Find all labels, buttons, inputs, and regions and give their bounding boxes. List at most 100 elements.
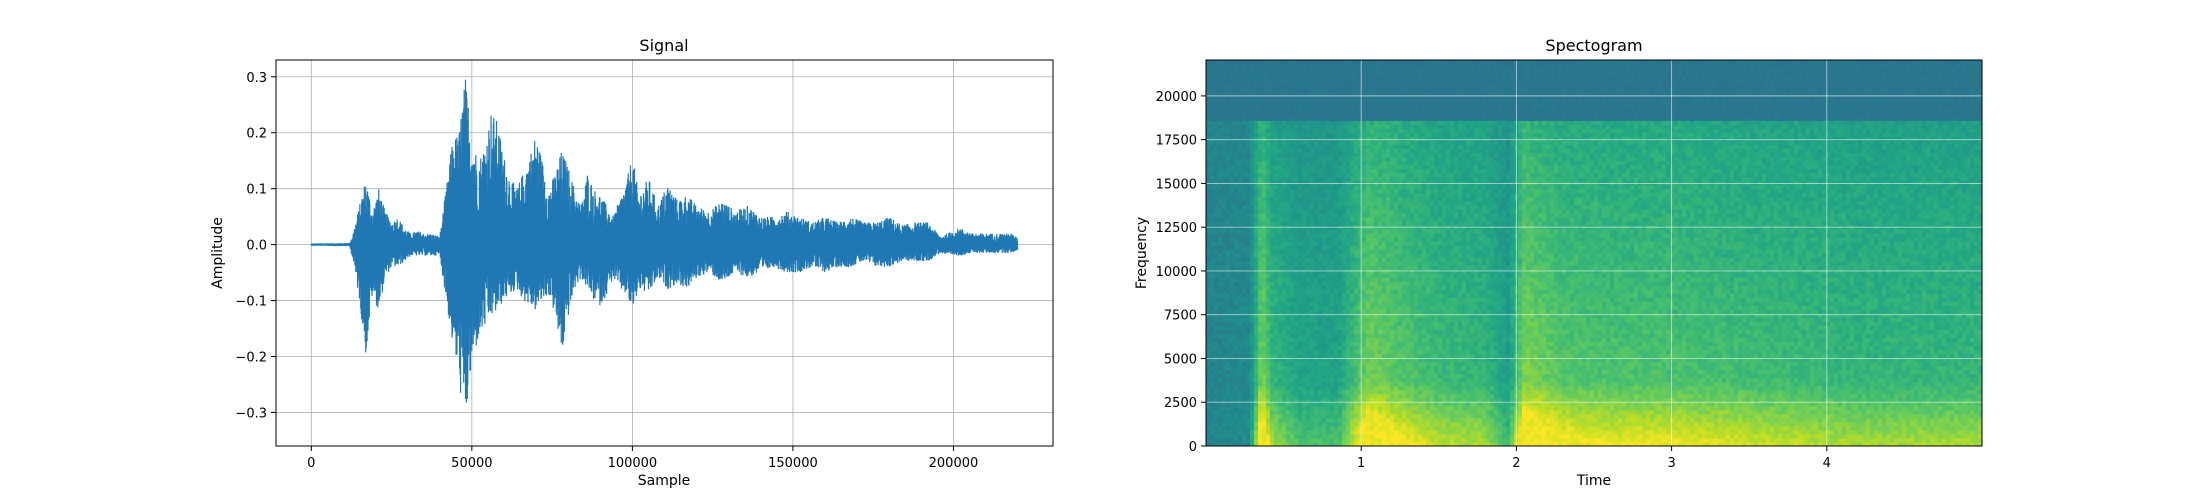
spectrogram-cell (1290, 273, 1295, 278)
spectrogram-cell (1266, 257, 1271, 262)
spectrogram-cell (1298, 321, 1303, 326)
spectrogram-cell (1222, 220, 1227, 226)
spectrogram-cell (1262, 216, 1267, 222)
spectrogram-cell (1230, 357, 1235, 363)
spectrogram-cell (1270, 116, 1275, 121)
signal-x-tick-label: 200000 (929, 456, 979, 471)
spectrogram-cell (1266, 208, 1271, 214)
spectrogram-cell (1350, 168, 1355, 174)
spectrogram-cell (1286, 289, 1291, 294)
spectrogram-cell (1314, 401, 1319, 407)
spectrogram-cell (1290, 357, 1295, 363)
spectrogram-cell (1366, 148, 1371, 154)
spectrogram-cell (1382, 160, 1387, 166)
spectrogram-cell (1374, 313, 1379, 318)
spectrogram-cell (1406, 232, 1411, 238)
spectrogram-cell (1294, 309, 1299, 314)
spectrogram-cell (1250, 413, 1255, 419)
spectrogram-cell (1374, 385, 1379, 391)
spectrogram-cell (1254, 337, 1259, 343)
spectrogram-cell (1254, 88, 1259, 93)
spectrogram-cell (1302, 329, 1307, 335)
spectrogram-cell (1226, 253, 1231, 258)
spectrogram-cell (1410, 405, 1415, 411)
spectrogram-cell (1242, 321, 1247, 326)
spectrogram-cell (1358, 357, 1363, 363)
spectrogram-cell (1314, 417, 1319, 423)
spectrogram-cell (1234, 365, 1239, 371)
spectrogram-cell (1374, 369, 1379, 375)
spectrogram-cell (1362, 389, 1367, 395)
spectrogram-cell (1218, 176, 1223, 182)
spectrogram-cell (1398, 437, 1403, 443)
signal-x-tick-label: 50000 (451, 456, 492, 471)
spectrogram-cell (1246, 273, 1251, 278)
spectrogram-cell (1318, 409, 1323, 415)
spectrogram-cell (1298, 120, 1303, 125)
spectrogram-cell (1222, 212, 1227, 218)
spectrogram-cell (1370, 124, 1375, 129)
spectrogram-cell (1330, 361, 1335, 367)
spectrogram-cell (1390, 220, 1395, 226)
spectrogram-cell (1278, 401, 1283, 407)
spectrogram-cell (1222, 148, 1227, 154)
spectrogram-cell (1242, 413, 1247, 419)
spectrogram-cell (1342, 168, 1347, 174)
spectrogram-cell (1366, 104, 1371, 109)
spectrogram-cell (1258, 405, 1263, 411)
spectrogram-cell (1210, 297, 1215, 302)
spectrogram-cell (1394, 341, 1399, 347)
spectrogram-cell (1258, 345, 1263, 351)
spectrogram-cell (1342, 397, 1347, 403)
spectrogram-cell (1270, 409, 1275, 415)
signal-y-tick-label: 0.0 (246, 239, 267, 254)
spectrogram-cell (1366, 345, 1371, 351)
spectrogram-cell (1362, 413, 1367, 419)
spectrogram-cell (1274, 76, 1279, 81)
spectrogram-cell (1230, 313, 1235, 318)
spectrogram-cell (1266, 401, 1271, 407)
spectrogram-cell (1234, 136, 1239, 142)
spectrogram-cell (1214, 417, 1219, 423)
spectrogram-cell (1238, 152, 1243, 158)
spectrogram-cell (1298, 369, 1303, 375)
spectrogram-cell (1258, 273, 1263, 278)
spectrogram-cell (1394, 321, 1399, 326)
spectrogram-cell (1298, 409, 1303, 415)
spectrogram-cell (1378, 232, 1383, 238)
spectrogram-cell (1302, 369, 1307, 375)
spectrogram-cell (1266, 104, 1271, 109)
spectrogram-cell (1302, 265, 1307, 270)
spectrogram-cell (1238, 148, 1243, 154)
spectrogram-cell (1314, 232, 1319, 238)
spectrogram-cell (1322, 120, 1327, 125)
spectrogram-cell (1298, 301, 1303, 306)
spectrogram-cell (1314, 80, 1319, 85)
spectrogram-cell (1302, 293, 1307, 298)
spectrogram-cell (1342, 305, 1347, 310)
spectrogram-cell (1318, 425, 1323, 431)
spectrogram-cell (1266, 68, 1271, 73)
spectrogram-cell (1370, 92, 1375, 97)
spectrogram-cell (1226, 204, 1231, 210)
spectrogram-cell (1278, 261, 1283, 266)
spectrogram-cell (1270, 160, 1275, 166)
spectrogram-cell (1282, 405, 1287, 411)
spectrogram-cell (1334, 321, 1339, 326)
spectrogram-cell (1234, 345, 1239, 351)
spectrogram-cell (1218, 120, 1223, 125)
spectrogram-cell (1250, 124, 1255, 129)
spectrogram-cell (1266, 136, 1271, 142)
spectrogram-cell (1326, 92, 1331, 97)
spectrogram-cell (1318, 132, 1323, 137)
spectrogram-cell (1262, 200, 1267, 206)
spectrogram-cell (1358, 345, 1363, 351)
spectrogram-cell (1338, 184, 1343, 190)
spectrogram-cell (1410, 321, 1415, 326)
spectrogram-cell (1270, 349, 1275, 355)
spectrogram-cell (1266, 317, 1271, 322)
spectrogram-cell (1302, 88, 1307, 93)
spectrogram-cell (1226, 120, 1231, 125)
spectrogram-cell (1386, 321, 1391, 326)
